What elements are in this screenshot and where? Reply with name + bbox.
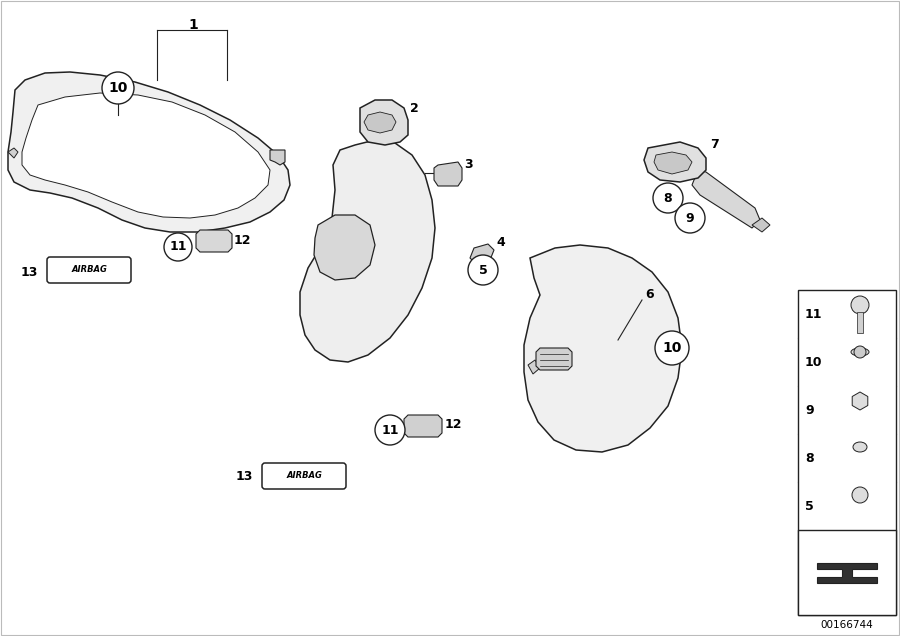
- Polygon shape: [470, 244, 494, 264]
- Polygon shape: [817, 562, 877, 583]
- Polygon shape: [8, 72, 290, 232]
- Bar: [798, 290, 896, 615]
- Text: 8: 8: [805, 452, 814, 464]
- Polygon shape: [434, 162, 462, 186]
- Text: 11: 11: [805, 307, 823, 321]
- Circle shape: [851, 296, 869, 314]
- Bar: [857, 312, 863, 333]
- Text: 10: 10: [805, 356, 823, 368]
- Polygon shape: [654, 152, 692, 174]
- Circle shape: [375, 415, 405, 445]
- Circle shape: [468, 255, 498, 285]
- Text: AIRBAG: AIRBAG: [71, 265, 107, 275]
- Text: 5: 5: [479, 263, 488, 277]
- Text: 6: 6: [645, 289, 653, 301]
- Polygon shape: [536, 348, 572, 370]
- Polygon shape: [314, 215, 375, 280]
- Polygon shape: [364, 112, 396, 133]
- Text: 8: 8: [663, 191, 672, 205]
- Text: AIRBAG: AIRBAG: [286, 471, 322, 481]
- Text: 3: 3: [464, 158, 473, 172]
- Text: 4: 4: [496, 235, 505, 249]
- Polygon shape: [752, 218, 770, 232]
- Polygon shape: [196, 230, 232, 252]
- Text: 2: 2: [410, 102, 419, 114]
- Polygon shape: [270, 150, 285, 165]
- Text: 1: 1: [188, 18, 198, 32]
- Circle shape: [164, 233, 192, 261]
- Polygon shape: [300, 140, 435, 362]
- Text: 00166744: 00166744: [821, 620, 873, 630]
- Circle shape: [675, 203, 705, 233]
- Text: 11: 11: [382, 424, 399, 436]
- Polygon shape: [8, 148, 18, 158]
- Circle shape: [655, 331, 689, 365]
- Ellipse shape: [853, 442, 867, 452]
- Text: 7: 7: [710, 139, 719, 151]
- Circle shape: [102, 72, 134, 104]
- Polygon shape: [524, 245, 682, 452]
- Polygon shape: [404, 415, 442, 437]
- Ellipse shape: [854, 346, 866, 358]
- Text: 10: 10: [662, 341, 681, 355]
- Polygon shape: [692, 170, 760, 228]
- Bar: [798, 530, 896, 615]
- Polygon shape: [852, 392, 868, 410]
- Circle shape: [852, 487, 868, 503]
- Polygon shape: [644, 142, 706, 182]
- Text: 13: 13: [236, 469, 253, 483]
- FancyBboxPatch shape: [262, 463, 346, 489]
- Text: 12: 12: [234, 233, 251, 247]
- Text: 9: 9: [686, 212, 694, 225]
- Text: 13: 13: [21, 265, 38, 279]
- Polygon shape: [360, 100, 408, 145]
- Text: 11: 11: [169, 240, 187, 254]
- Circle shape: [653, 183, 683, 213]
- Text: 12: 12: [445, 418, 463, 431]
- Text: 5: 5: [805, 499, 814, 513]
- Ellipse shape: [851, 348, 869, 356]
- Text: 10: 10: [108, 81, 128, 95]
- Polygon shape: [528, 360, 540, 374]
- Polygon shape: [22, 93, 270, 218]
- FancyBboxPatch shape: [47, 257, 131, 283]
- Text: 9: 9: [805, 403, 814, 417]
